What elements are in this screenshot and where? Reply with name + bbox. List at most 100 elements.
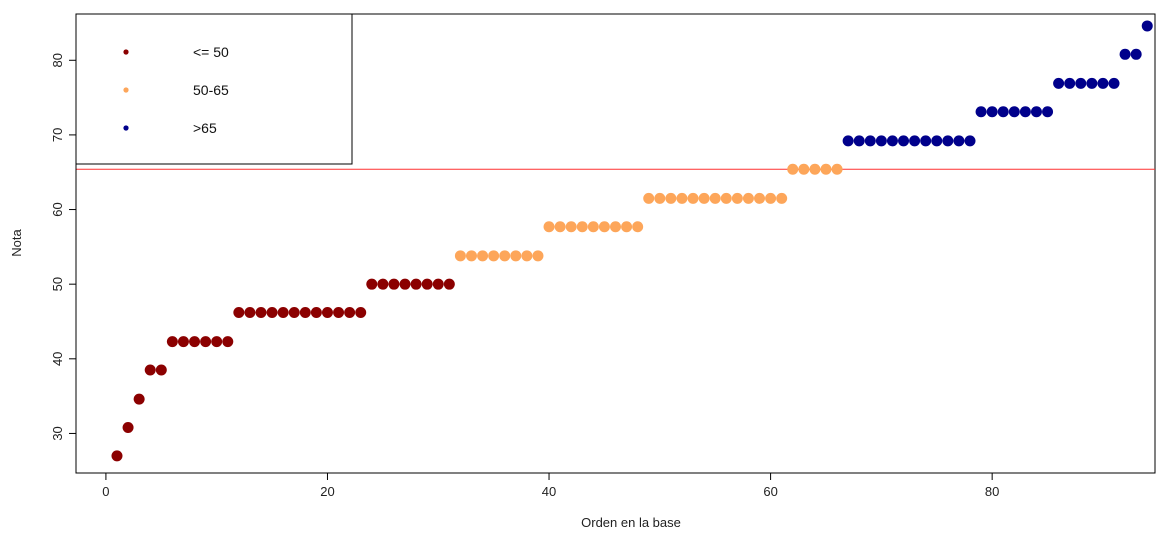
legend-label-gt65: >65 [193,120,217,136]
data-point [255,307,267,319]
data-points [111,20,1153,462]
data-point [1064,77,1076,89]
data-point [111,450,123,462]
data-point [909,135,921,147]
data-point [676,192,688,204]
x-axis-title: Orden en la base [581,515,681,530]
data-point [499,250,511,262]
data-point [1130,48,1142,60]
data-point [831,163,843,175]
data-point [421,278,433,290]
data-point [1008,106,1020,118]
data-point [399,278,411,290]
x-tick-label: 80 [985,484,999,499]
data-point [443,278,455,290]
x-tick-label: 40 [542,484,556,499]
data-point [344,307,356,319]
data-point [454,250,466,262]
data-point [211,336,223,348]
x-axis: 0 20 40 60 80 [102,472,999,499]
data-point [432,278,444,290]
series-2 [842,20,1153,147]
data-point [643,192,655,204]
data-point [709,192,721,204]
data-point [155,364,167,376]
data-point [875,135,887,147]
data-point [565,221,577,233]
data-point [266,307,278,319]
data-point [1108,77,1120,89]
y-tick-label: 30 [50,426,65,440]
y-tick-label: 70 [50,128,65,142]
data-point [1042,106,1054,118]
data-point [1075,77,1087,89]
data-point [189,336,201,348]
data-point [886,135,898,147]
data-point [621,221,633,233]
data-point [310,307,322,319]
data-point [510,250,522,262]
data-point [177,336,189,348]
y-axis: 30 40 50 60 70 80 [50,53,77,441]
data-point [554,221,566,233]
data-point [842,135,854,147]
x-tick-label: 0 [102,484,109,499]
data-point [942,135,954,147]
data-point [964,135,976,147]
data-point [898,135,910,147]
data-point [1053,77,1065,89]
data-point [576,221,588,233]
data-point [488,250,500,262]
data-point [931,135,943,147]
data-point [532,250,544,262]
data-point [687,192,699,204]
legend-marker-50-65 [123,87,129,93]
data-point [820,163,832,175]
legend-label-le50: <= 50 [193,44,229,60]
y-tick-label: 50 [50,277,65,291]
data-point [665,192,677,204]
data-point [864,135,876,147]
data-point [742,192,754,204]
x-tick-label: 60 [763,484,777,499]
data-point [410,278,422,290]
data-point [809,163,821,175]
data-point [388,278,400,290]
data-point [465,250,477,262]
data-point [244,307,256,319]
data-point [366,278,378,290]
data-point [543,221,555,233]
data-point [521,250,533,262]
data-point [1097,77,1109,89]
legend-entry: 50-65 [123,82,229,98]
y-tick-label: 60 [50,202,65,216]
data-point [632,221,644,233]
data-point [333,307,345,319]
data-point [222,336,234,348]
data-point [953,135,965,147]
data-point [598,221,610,233]
legend: <= 50 50-65 >65 [75,13,353,165]
legend-label-50-65: 50-65 [193,82,229,98]
legend-entry: <= 50 [123,44,229,60]
data-point [610,221,621,233]
data-point [920,135,932,147]
data-point [587,221,599,233]
data-point [477,250,489,262]
data-point [975,106,987,118]
data-point [654,192,666,204]
legend-marker-le50 [123,49,129,55]
data-point [144,364,156,376]
data-point [731,192,743,204]
data-point [1030,106,1042,118]
data-point [233,307,245,319]
y-tick-label: 40 [50,352,65,366]
data-point [787,163,799,175]
legend-box [75,13,353,165]
data-point [321,307,333,319]
data-point [200,336,212,348]
data-point [1141,20,1153,32]
data-point [853,135,865,147]
data-point [1019,106,1031,118]
data-point [377,278,389,290]
